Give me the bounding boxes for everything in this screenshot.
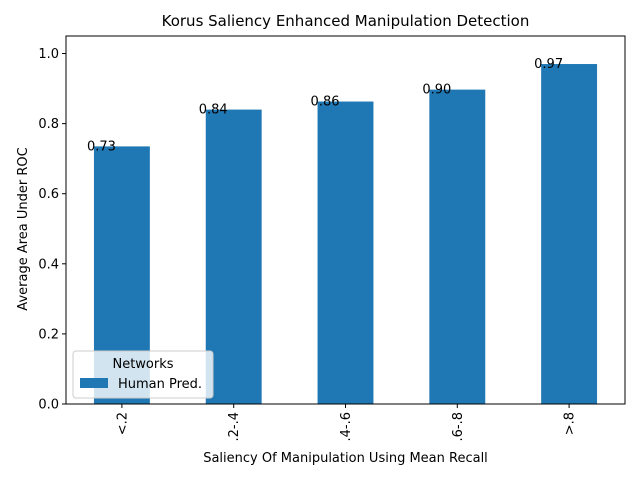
data-label: 0.90 (422, 83, 451, 98)
data-label: 0.97 (534, 57, 563, 72)
bar (429, 89, 486, 404)
bar (541, 64, 598, 405)
y-tick-label: 0.4 (38, 257, 59, 272)
x-tick-label: <.2 (115, 412, 130, 435)
data-label: 0.86 (311, 95, 340, 110)
legend-swatch (80, 378, 108, 388)
y-tick-label: 0.0 (38, 398, 59, 413)
y-tick-label: 0.8 (38, 117, 59, 132)
chart-title: Korus Saliency Enhanced Manipulation Det… (162, 12, 530, 30)
data-label: 0.73 (87, 139, 116, 154)
x-tick-label: .4-.6 (339, 412, 354, 442)
y-tick-label: 1.0 (38, 47, 59, 62)
y-axis-title: Average Area Under ROC (16, 147, 31, 310)
legend-title: Networks (112, 357, 173, 372)
x-tick-label: .6-.8 (451, 412, 466, 442)
y-tick-label: 0.6 (38, 187, 59, 202)
x-tick-label: .2-.4 (227, 412, 242, 442)
bar (205, 109, 262, 404)
data-label: 0.84 (199, 103, 228, 118)
y-tick-label: 0.2 (38, 327, 59, 342)
bar (317, 101, 374, 404)
x-tick-label: >.8 (563, 412, 578, 435)
legend-label: Human Pred. (118, 377, 202, 392)
plot-area: 0.73 0.84 0.86 0.90 0.97 0.0 0.2 0.4 0.6 0.8 1.0 <.… (38, 35, 626, 442)
legend: Networks Human Pred. (72, 350, 214, 399)
x-axis-title: Saliency Of Manipulation Using Mean Reca… (203, 451, 488, 466)
